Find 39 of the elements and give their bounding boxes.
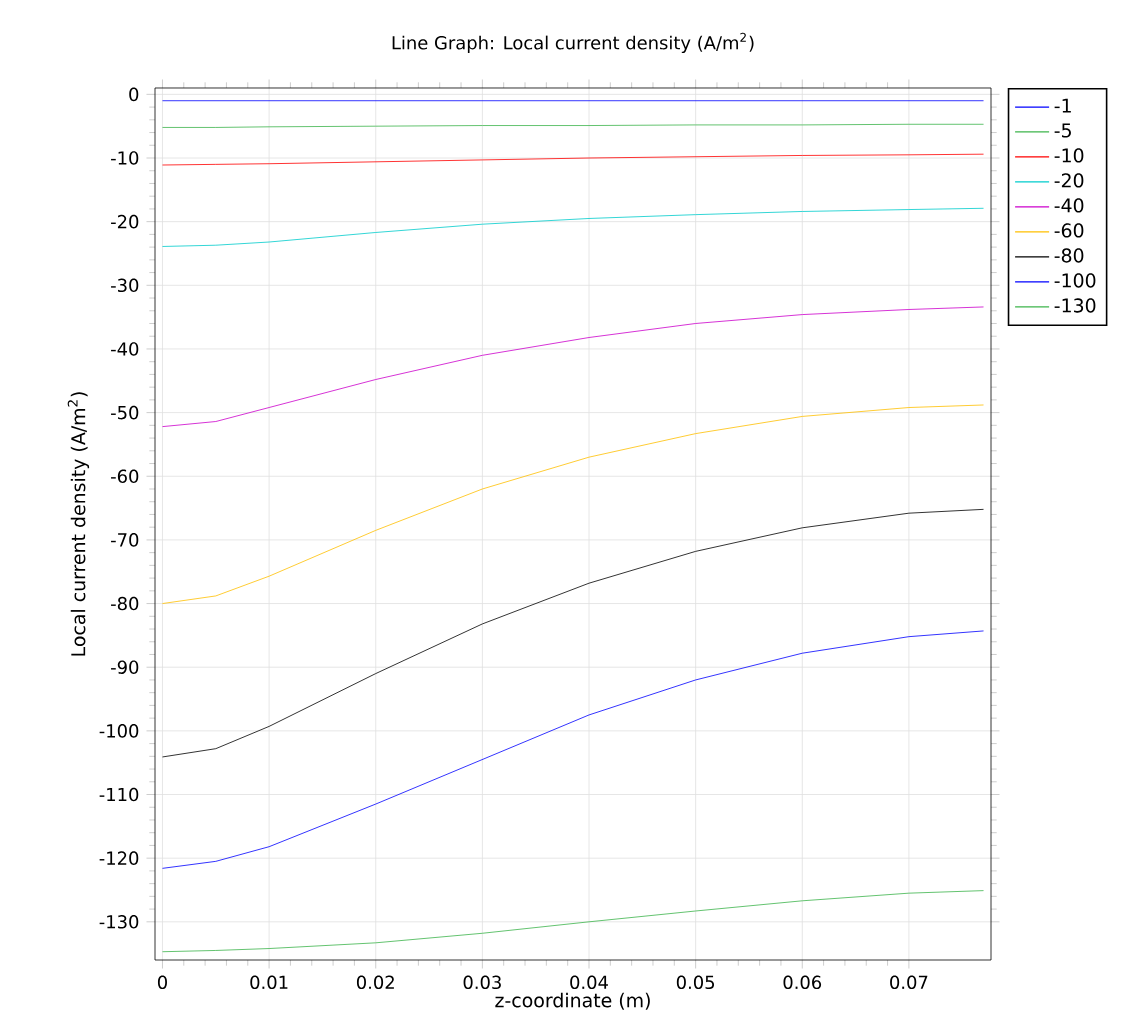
y-tick-label: -50 [111, 405, 139, 420]
line-series [162, 508, 984, 758]
x-tick-label: 0 [157, 975, 167, 990]
line-series [162, 306, 984, 428]
y-tick-label: -130 [99, 915, 139, 929]
y-tick-label: -20 [111, 214, 139, 229]
y-tick-label: 0 [129, 87, 139, 102]
y-tick-label: -40 [111, 342, 139, 356]
legend-label: -5 [1054, 123, 1071, 138]
x-tick-label: 0.05 [676, 975, 715, 990]
line-series [162, 890, 984, 953]
x-tick-label: 0.01 [250, 975, 288, 990]
legend-label: -60 [1054, 223, 1084, 238]
y-tick-label: -120 [99, 851, 139, 865]
x-tick-label: 0.04 [570, 975, 608, 990]
chart-title: Line Graph: Local current density (A/m$^{2}$) [392, 32, 754, 53]
legend-label: -40 [1054, 198, 1084, 213]
legend-label: -1 [1054, 98, 1071, 113]
line-series [162, 404, 984, 604]
x-tick-label: 0.03 [463, 975, 501, 990]
y-axis-title: Local current density (A/m$^{2}$) [67, 392, 90, 656]
y-tick-label: -110 [99, 787, 139, 802]
legend-label: -80 [1054, 248, 1084, 263]
y-tick-label: -100 [99, 724, 139, 738]
x-tick-label: 0.02 [356, 975, 394, 990]
x-tick-label: 0.07 [890, 975, 928, 990]
y-tick-label: -90 [111, 660, 139, 674]
legend-label: -130 [1054, 298, 1096, 313]
x-axis-title: z-coordinate (m) [495, 992, 650, 1010]
y-tick-label: -80 [111, 596, 139, 611]
line-series [162, 207, 984, 247]
legend-label: -10 [1054, 148, 1084, 163]
y-tick-label: -30 [111, 278, 139, 293]
y-tick-label: -70 [111, 533, 139, 547]
y-tick-label: -60 [111, 469, 139, 484]
y-tick-label: -10 [111, 151, 139, 165]
legend-label: -20 [1054, 173, 1084, 188]
legend-label: -100 [1054, 273, 1096, 288]
x-tick-label: 0.06 [783, 975, 822, 990]
